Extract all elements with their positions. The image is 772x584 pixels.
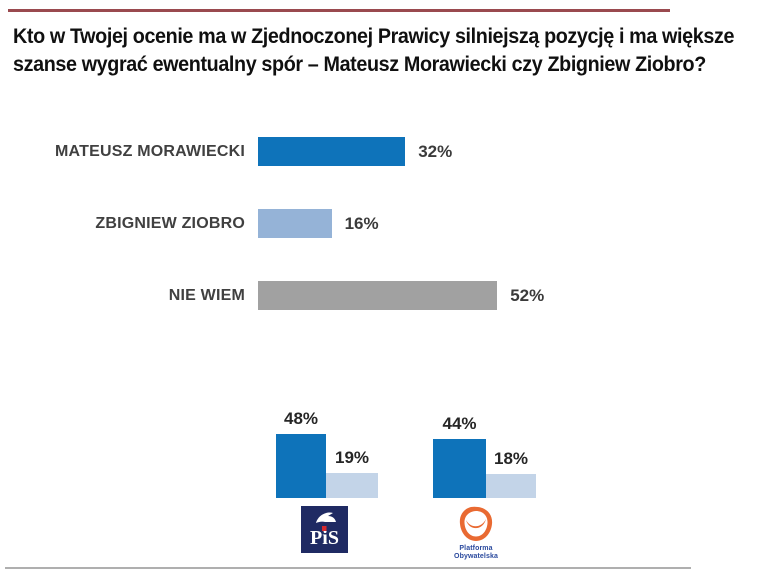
bar-po-ziobro [486, 474, 536, 498]
bar-pis-morawiecki [276, 434, 326, 498]
bar-row-ziobro: ZBIGNIEW ZIOBRO 16% [0, 209, 772, 238]
bar-category-label: MATEUSZ MORAWIECKI [55, 143, 245, 160]
vertical-bar-group-po: 44% 18% [433, 405, 536, 498]
bar-row-morawiecki: MATEUSZ MORAWIECKI 32% [0, 137, 772, 166]
bar-value-label: 18% [493, 449, 529, 469]
eagle-icon [316, 512, 336, 523]
bar-value-label: 16% [344, 213, 379, 233]
bar-category-label: ZBIGNIEW ZIOBRO [95, 215, 245, 232]
bar-value-label: 48% [283, 409, 319, 429]
bar-row-nie-wiem: NIE WIEM 52% [0, 281, 772, 310]
bar-nie-wiem [258, 281, 498, 310]
top-rule [8, 9, 670, 12]
bar-category-label: NIE WIEM [168, 287, 245, 304]
bar-value-label: 52% [510, 285, 545, 305]
bar-po-morawiecki [433, 439, 486, 498]
po-logo-text-line-2: Obywatelska [454, 553, 498, 560]
bar-value-label: 32% [418, 141, 453, 161]
title-line-1: Kto w Twojej ocenie ma w Zjednoczonej Pr… [13, 25, 735, 48]
bar-value-label: 44% [442, 414, 477, 434]
page-title: Kto w Twojej ocenie ma w Zjednoczonej Pr… [13, 23, 772, 79]
bar-ziobro [258, 209, 332, 238]
pis-logo-icon: PiS [301, 506, 348, 553]
platforma-obywatelska-logo: Platforma Obywatelska [453, 504, 499, 562]
bottom-rule [5, 567, 691, 569]
bar-morawiecki [258, 137, 406, 166]
po-logo-icon [459, 506, 493, 541]
po-logo-text-line-1: Platforma [459, 545, 493, 552]
bar-pis-ziobro [326, 472, 378, 498]
bar-value-label: 19% [334, 447, 370, 467]
pis-logo: PiS [301, 506, 348, 553]
vertical-bar-group-pis: 48% 19% [276, 405, 378, 498]
title-line-2: szanse wygrać ewentualny spór – Mateusz … [13, 53, 706, 76]
svg-text:PiS: PiS [310, 527, 339, 549]
